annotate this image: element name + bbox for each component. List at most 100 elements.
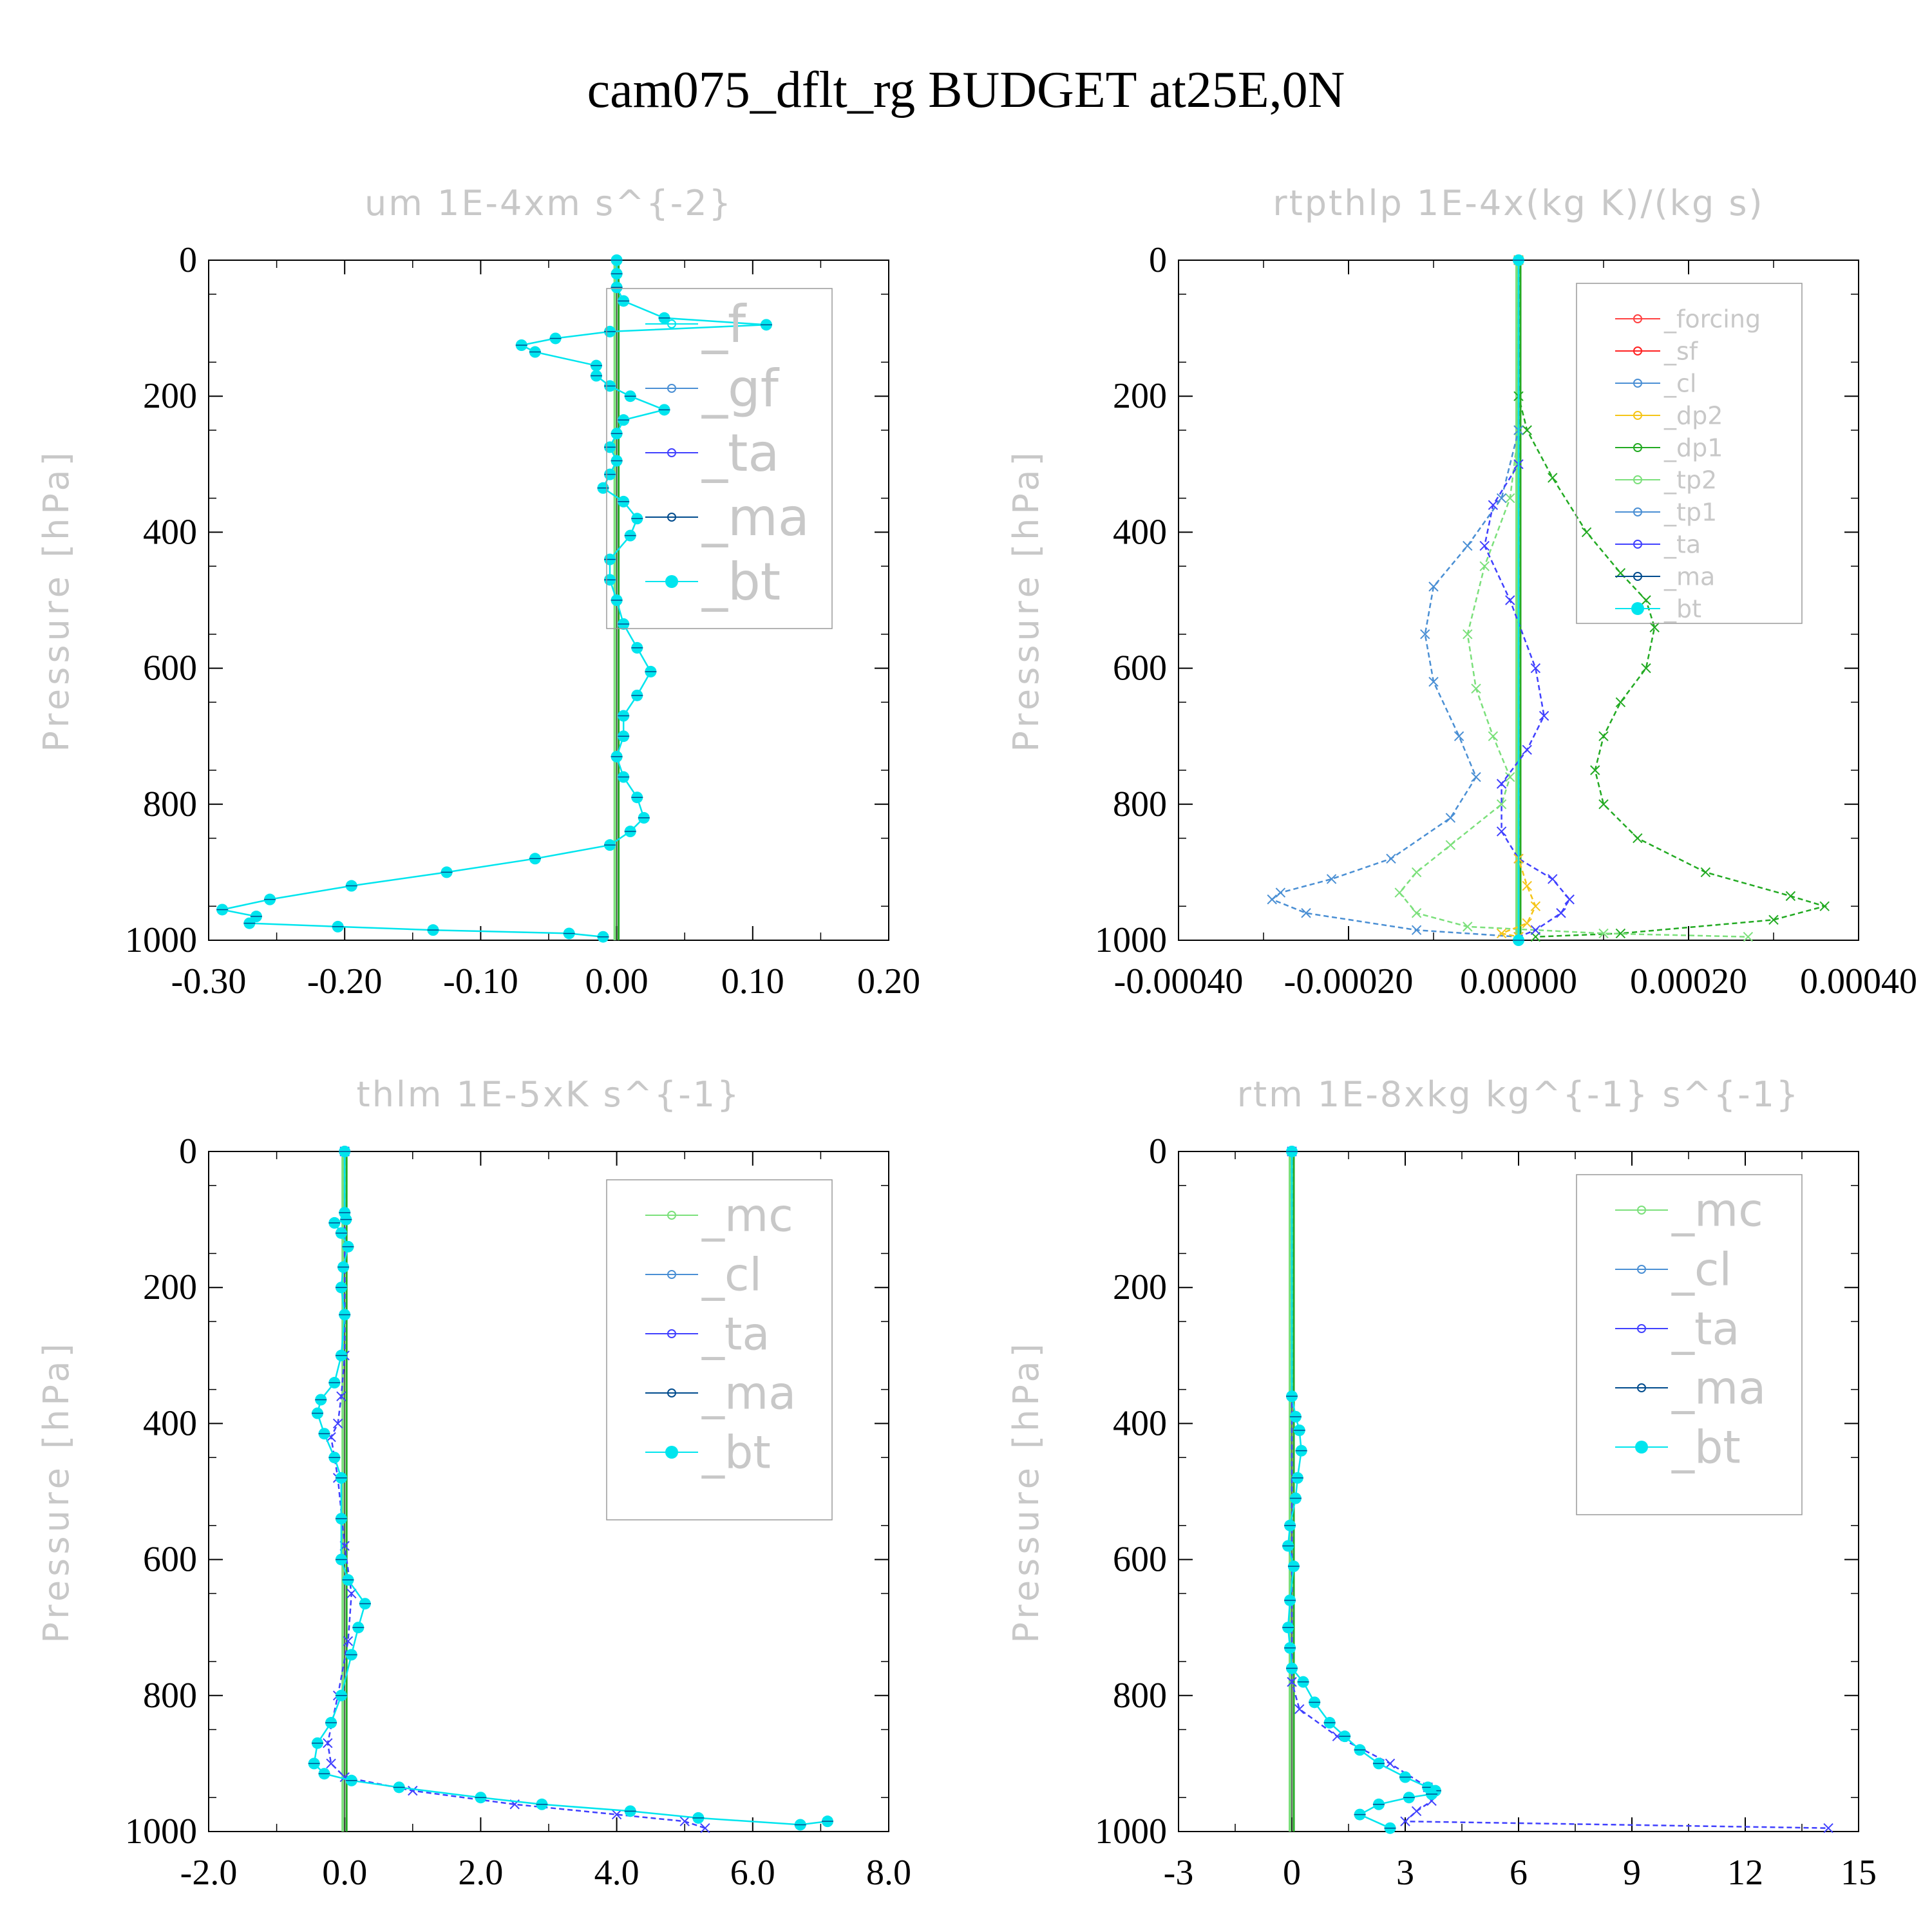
x-tick-label: 15 (1841, 1853, 1877, 1893)
x-tick-label: 0.00000 (1460, 961, 1577, 1001)
panel-title: rtm 1E-8xkg kg^{-1} s^{-1} (1237, 1074, 1801, 1115)
data-point (336, 1391, 346, 1401)
y-tick-label: 1000 (1095, 920, 1167, 960)
data-point (1522, 425, 1532, 435)
legend-marker (667, 1270, 676, 1279)
data-point (1539, 710, 1549, 721)
legend-label: _ma (701, 1367, 796, 1420)
data-point (1598, 799, 1609, 810)
data-point (1400, 1816, 1410, 1826)
data-point (1530, 901, 1541, 911)
legend-label: _tp1 (1663, 498, 1717, 526)
data-point (1700, 867, 1711, 878)
x-tick-label: 0.00040 (1800, 961, 1917, 1001)
legend-marker (665, 1446, 678, 1459)
legend-label: _ma (1663, 562, 1715, 591)
data-point (1267, 894, 1277, 905)
data-point (323, 1738, 333, 1748)
legend-label: _ta (701, 1308, 770, 1361)
plot-frame (208, 260, 889, 941)
series-line (1517, 260, 1828, 938)
y-tick-label: 0 (1149, 240, 1167, 280)
data-point (1394, 887, 1405, 898)
x-tick-label: -0.20 (307, 961, 383, 1001)
y-tick-label: 400 (143, 1403, 197, 1443)
x-tick-label: -0.10 (443, 961, 518, 1001)
x-tick-label: 0.00 (585, 961, 649, 1001)
data-point (1488, 731, 1499, 741)
y-tick-label: 200 (143, 1267, 197, 1307)
x-tick-label: -0.30 (171, 961, 247, 1001)
data-point (1479, 561, 1490, 571)
legend-marker (1633, 540, 1642, 549)
data-point (1743, 932, 1754, 942)
legend-label: _tp2 (1663, 466, 1717, 494)
x-tick-label: 6 (1510, 1853, 1528, 1893)
y-tick-label: 200 (143, 376, 197, 416)
y-tick-label: 800 (143, 784, 197, 824)
data-point (1768, 914, 1779, 925)
data-point (1823, 1823, 1833, 1833)
y-tick-label: 400 (1113, 512, 1167, 552)
data-point (1294, 1704, 1305, 1714)
data-point (1615, 928, 1626, 939)
x-tick-label: 12 (1727, 1853, 1763, 1893)
data-point (1496, 493, 1507, 504)
series-line (1291, 1151, 1829, 1829)
data-point (1785, 891, 1796, 902)
data-point (1471, 683, 1481, 694)
legend-marker (667, 1388, 676, 1397)
x-tick-label: -0.00020 (1284, 961, 1414, 1001)
y-tick-label: 0 (179, 1132, 197, 1171)
data-point (1301, 908, 1311, 918)
data-point (1819, 901, 1830, 911)
legend-label: _ta (1671, 1303, 1739, 1356)
x-tick-label: 3 (1396, 1853, 1414, 1893)
legend-marker (1633, 507, 1642, 516)
y-axis-label: Pressure [hPa] (1006, 1340, 1046, 1643)
legend-label: _mc (1671, 1184, 1763, 1237)
data-point (1633, 833, 1643, 844)
legend-label: _bt (701, 1426, 771, 1479)
y-tick-label: 400 (143, 512, 197, 552)
data-point (1411, 1806, 1422, 1817)
panel-title: rtpthlp 1E-4x(kg K)/(kg s) (1273, 183, 1764, 223)
data-point (408, 1785, 418, 1796)
data-point (1496, 799, 1507, 810)
y-tick-label: 800 (1113, 784, 1167, 824)
data-point (1479, 540, 1490, 551)
legend-marker (667, 319, 676, 328)
data-point (332, 1418, 343, 1429)
data-point (1488, 500, 1499, 510)
data-point (1505, 493, 1515, 504)
y-tick-label: 0 (179, 240, 197, 280)
data-point (1445, 840, 1456, 850)
data-point (1522, 744, 1532, 755)
legend-marker (1633, 411, 1642, 420)
data-point (326, 1432, 336, 1443)
legend-box (1576, 1174, 1803, 1515)
data-point (1548, 473, 1558, 483)
x-tick-label: 0.10 (721, 961, 784, 1001)
figure-title: cam075_dflt_rg BUDGET at25E,0N (587, 62, 1345, 118)
x-tick-label: 4.0 (594, 1853, 639, 1893)
legend-label: _ta (701, 423, 779, 483)
data-point (1275, 887, 1286, 898)
data-point (1598, 928, 1609, 939)
y-axis-label: Pressure [hPa] (1006, 448, 1046, 752)
legend-marker (1631, 602, 1644, 615)
legend-marker (665, 575, 678, 588)
legend-label: _dp2 (1663, 401, 1723, 430)
data-point (1411, 908, 1422, 918)
y-tick-label: 1000 (1095, 1812, 1167, 1852)
data-point (1641, 595, 1651, 605)
series-line (1483, 260, 1571, 938)
data-point (1590, 765, 1600, 775)
data-point (1411, 867, 1422, 878)
data-point (1649, 622, 1660, 632)
data-point (1598, 731, 1609, 741)
data-point (1564, 894, 1575, 905)
data-point (339, 1772, 350, 1783)
legend-box (1576, 283, 1803, 624)
legend-label: _bt (701, 552, 781, 612)
